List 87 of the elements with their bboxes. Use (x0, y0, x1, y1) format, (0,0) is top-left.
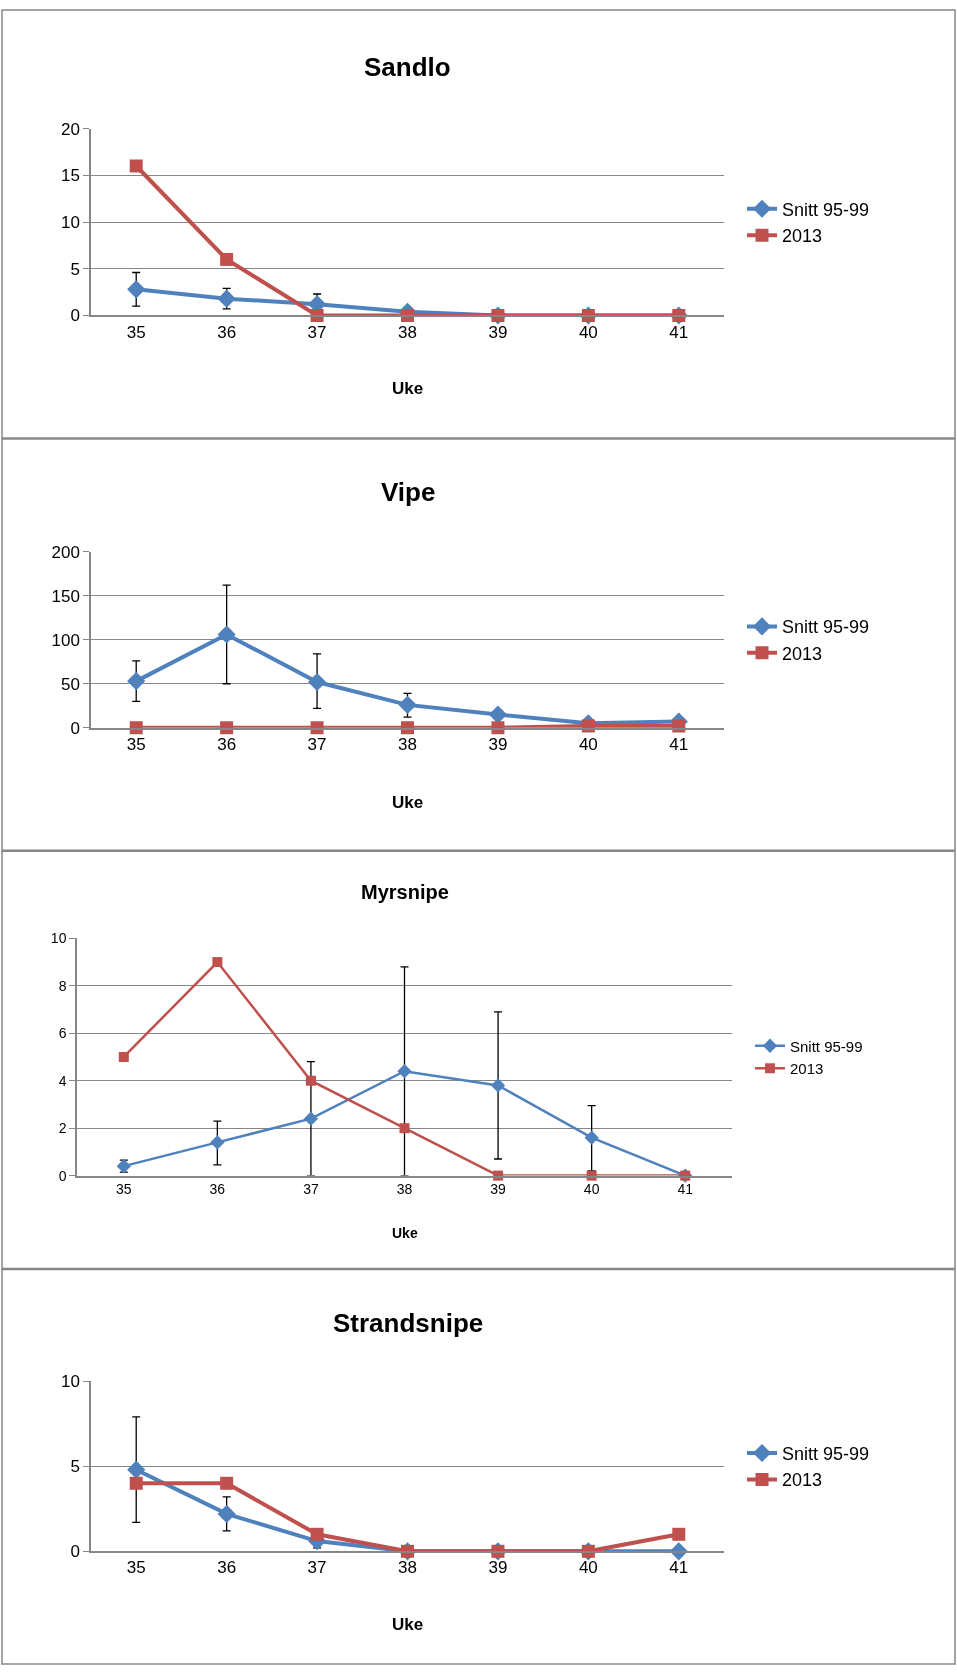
point (305, 1075, 316, 1086)
y-tick-label: 5 (70, 259, 80, 279)
point (672, 1527, 686, 1541)
chart-title: Strandsnipe (333, 1308, 484, 1338)
x-tick-label: 38 (398, 1558, 417, 1578)
y-tick-label: 6 (58, 1025, 67, 1042)
y-tick-label: 10 (50, 930, 67, 947)
point (310, 1527, 324, 1541)
x-tick-label: 38 (398, 734, 417, 754)
point (397, 1064, 412, 1079)
x-axis-title: Uke (392, 793, 424, 812)
point (127, 672, 146, 691)
y-tick-label: 0 (70, 1542, 80, 1562)
x-tick-label: 41 (669, 734, 689, 754)
point (118, 1051, 129, 1062)
chart-title: Vipe (381, 477, 436, 507)
point (127, 280, 146, 299)
y-tick-label: 0 (70, 718, 80, 738)
y-tick-label: 100 (51, 630, 80, 650)
point (307, 672, 327, 692)
x-tick-label: 38 (396, 1181, 413, 1198)
point (210, 1135, 225, 1150)
x-tick-label: 41 (669, 322, 689, 342)
point (129, 159, 143, 173)
x-axis-title: Uke (392, 1225, 418, 1241)
x-tick-label: 35 (126, 322, 146, 342)
x-tick-label: 39 (488, 734, 508, 754)
chart-title: Sandlo (364, 52, 451, 82)
point (220, 252, 234, 266)
point (399, 1123, 410, 1134)
x-tick-label: 41 (677, 1181, 694, 1198)
legend-label: Snitt 95-99 (790, 1037, 863, 1055)
x-tick-label: 41 (669, 1558, 689, 1578)
point (212, 957, 223, 968)
x-tick-label: 37 (307, 322, 327, 342)
x-tick-label: 40 (578, 734, 598, 754)
x-tick-label: 36 (217, 734, 237, 754)
x-tick-label: 35 (116, 1181, 132, 1198)
chart-title: Myrsnipe (361, 881, 449, 903)
x-tick-label: 40 (578, 322, 598, 342)
y-tick-label: 10 (60, 213, 80, 233)
point (127, 1460, 146, 1479)
point (398, 695, 417, 714)
legend-label: 2013 (790, 1060, 824, 1078)
x-tick-label: 39 (490, 1181, 507, 1198)
x-tick-label: 35 (126, 1558, 146, 1578)
x-tick-label: 36 (217, 1558, 237, 1578)
x-tick-label: 40 (583, 1181, 600, 1198)
x-tick-label: 37 (307, 1558, 327, 1578)
legend-label: 2013 (782, 643, 823, 664)
y-tick-label: 4 (58, 1072, 67, 1089)
y-tick-label: 200 (51, 542, 80, 562)
x-axis-title: Uke (392, 1615, 424, 1634)
x-axis-title: Uke (392, 379, 424, 398)
point (488, 705, 508, 724)
legend-label: Snitt 95-99 (782, 617, 870, 638)
x-tick-label: 39 (488, 322, 508, 342)
x-tick-label: 35 (126, 734, 146, 754)
y-tick-label: 8 (58, 977, 67, 994)
point (303, 1111, 319, 1126)
point (584, 1130, 599, 1145)
point (217, 1504, 236, 1523)
y-tick-label: 10 (60, 1372, 80, 1392)
x-tick-label: 38 (398, 322, 417, 342)
legend-label: 2013 (782, 226, 823, 247)
x-tick-label: 37 (307, 734, 327, 754)
legend-label: 2013 (782, 1470, 823, 1491)
point (217, 289, 236, 308)
point (490, 1078, 506, 1093)
point (220, 1476, 234, 1490)
x-tick-label: 37 (303, 1181, 319, 1198)
y-tick-label: 0 (70, 306, 80, 326)
y-tick-label: 150 (51, 586, 80, 606)
x-tick-label: 36 (217, 322, 237, 342)
y-tick-label: 20 (60, 119, 80, 139)
x-tick-label: 39 (488, 1558, 508, 1578)
y-tick-label: 0 (58, 1167, 67, 1184)
point (129, 1476, 143, 1490)
x-tick-label: 36 (209, 1181, 226, 1198)
x-tick-label: 40 (578, 1558, 598, 1578)
y-tick-label: 2 (58, 1120, 67, 1137)
legend-label: Snitt 95-99 (782, 1444, 870, 1464)
point (217, 625, 236, 644)
legend-label: Snitt 95-99 (782, 199, 870, 220)
y-tick-label: 50 (60, 674, 80, 694)
y-tick-label: 15 (60, 166, 80, 186)
y-tick-label: 5 (70, 1457, 80, 1477)
